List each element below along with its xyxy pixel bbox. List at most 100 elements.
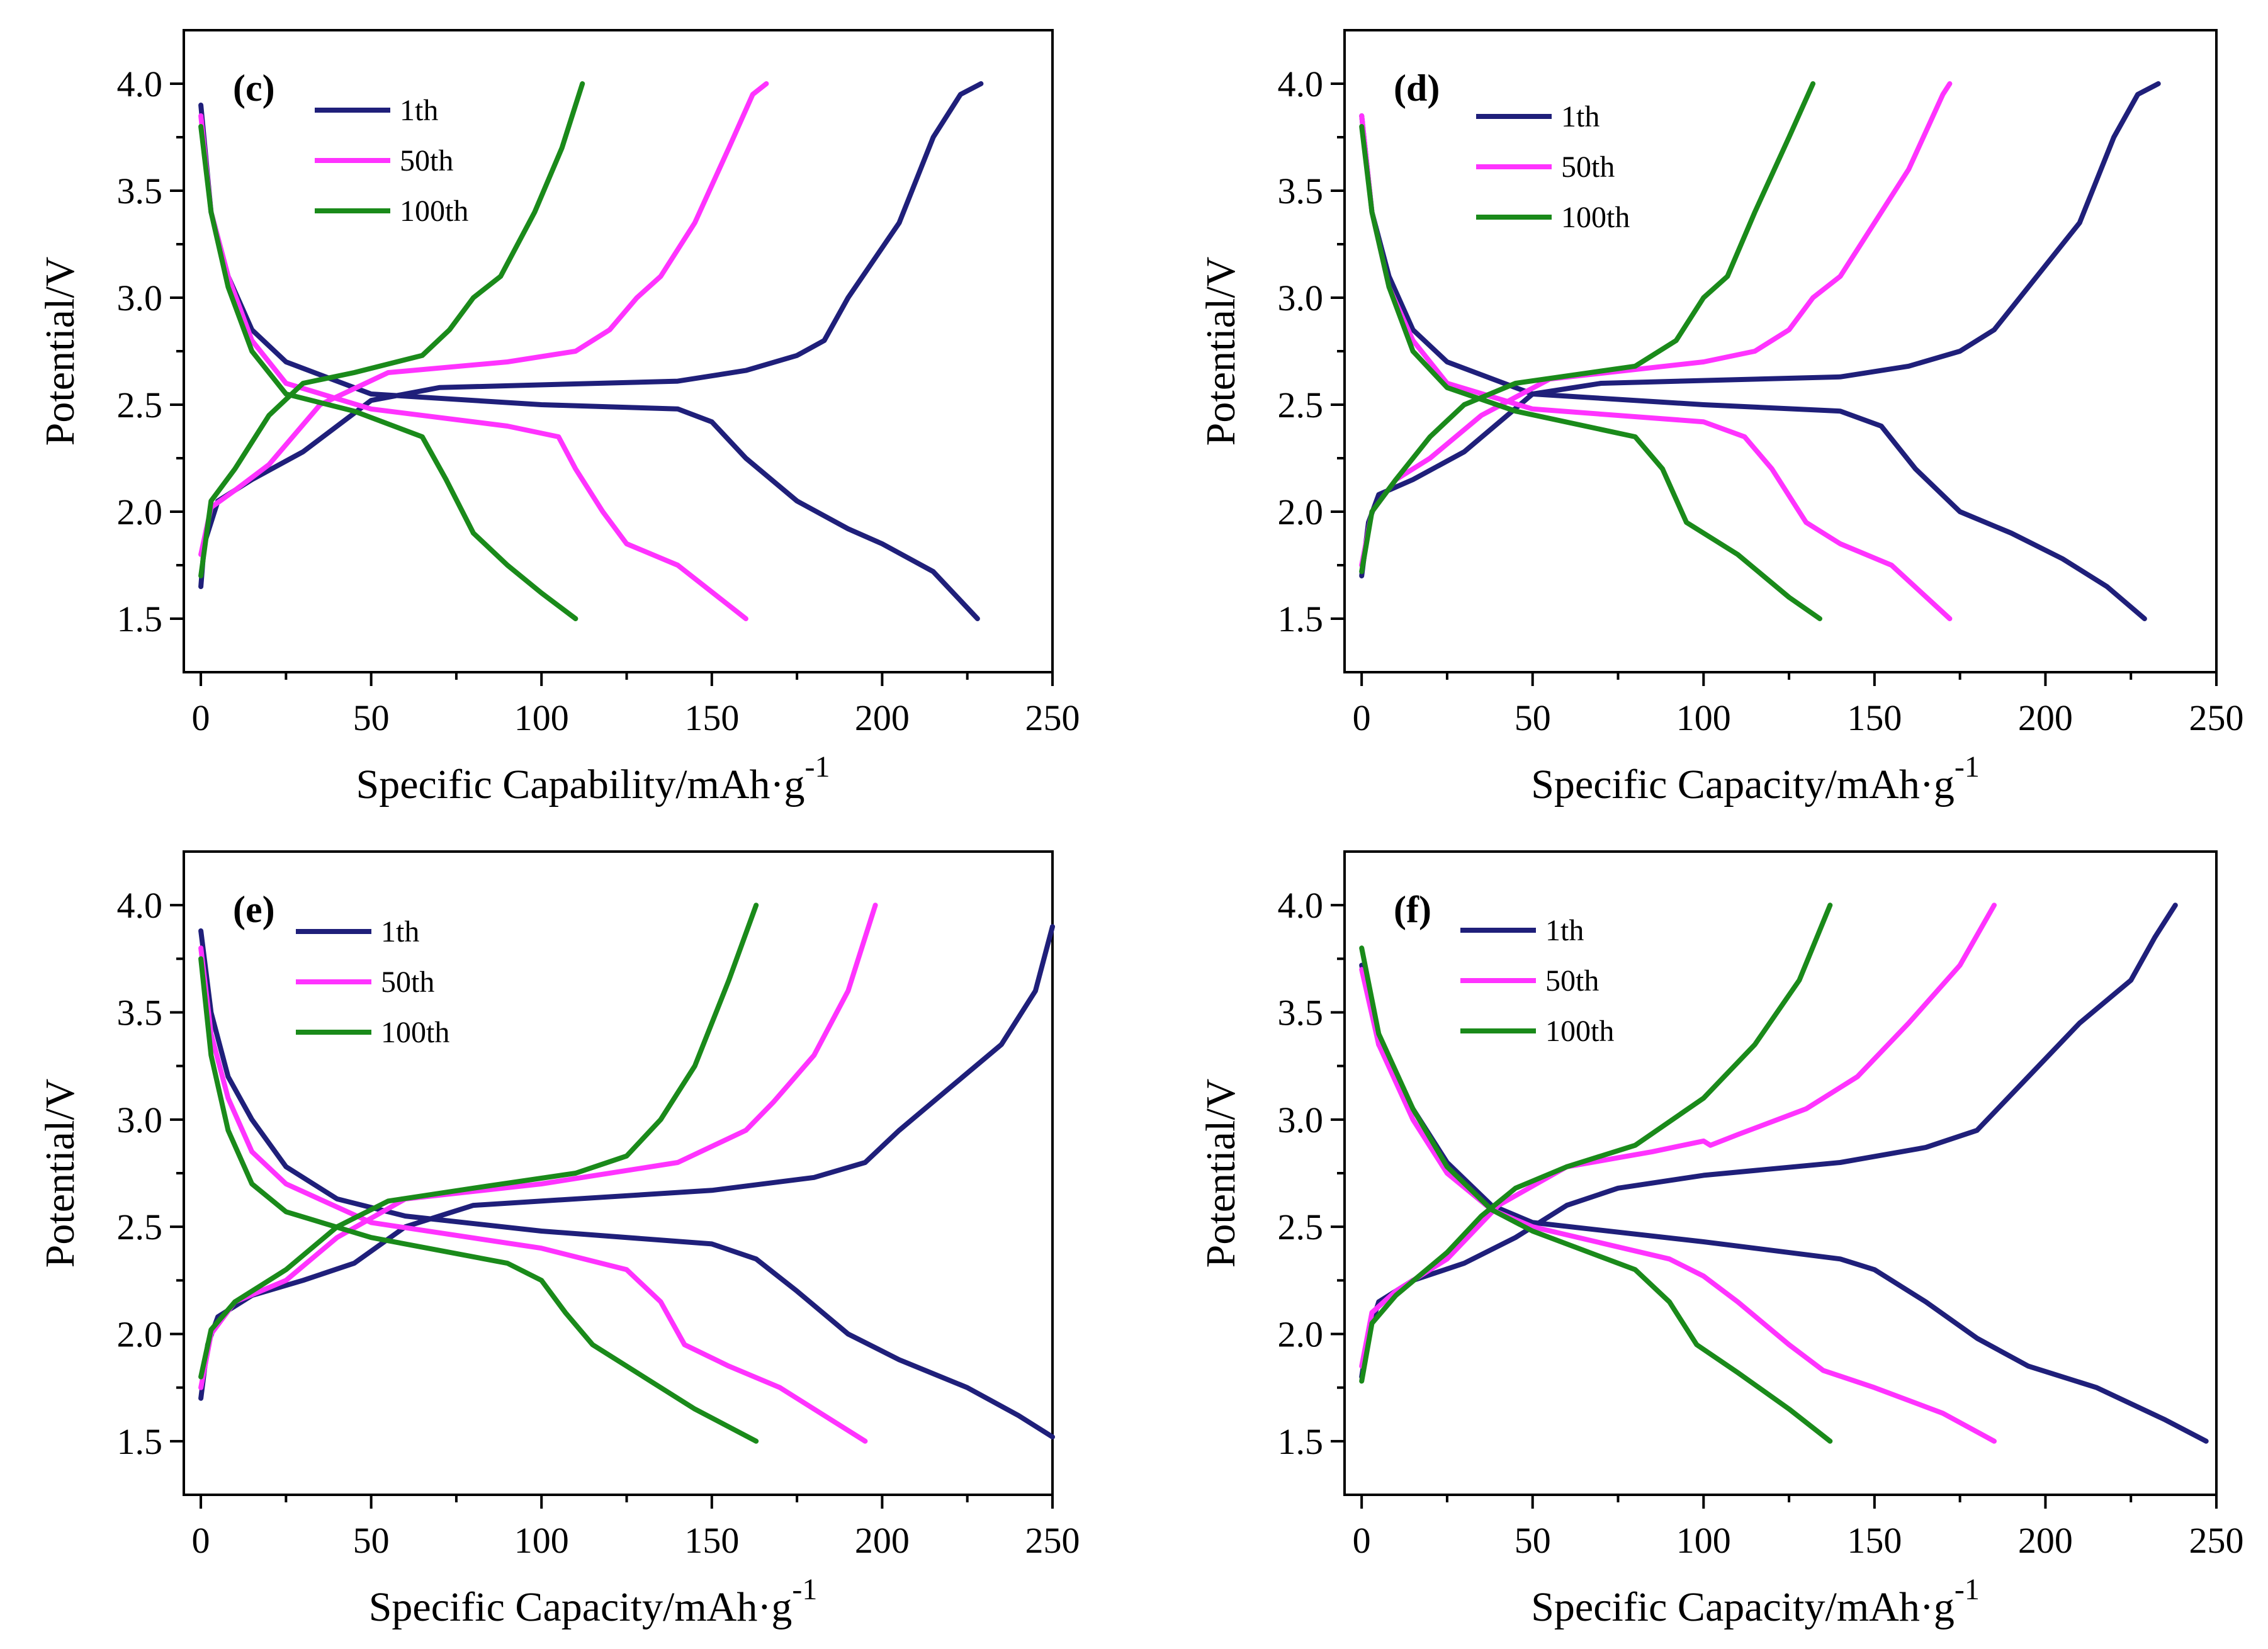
series-line-1th-discharge — [198, 103, 980, 621]
x-axis-title-text: Specific Capacity/mAh·g — [1531, 1584, 1955, 1630]
y-tick-label: 1.5 — [117, 599, 163, 639]
x-tick-label: 100 — [1676, 1520, 1731, 1561]
x-tick-label: 100 — [1676, 697, 1731, 738]
x-tick-label: 0 — [192, 697, 210, 738]
series-line-1th-charge — [198, 924, 1055, 1401]
x-tick-label: 100 — [514, 697, 569, 738]
legend-label: 1th — [1545, 914, 1584, 947]
legend-label: 100th — [1545, 1015, 1614, 1048]
chart-panel-2: 0 50 100 150 200 250 1.5 2.0 2.5 3.0 3.5 4.0 Specifi… — [37, 850, 1080, 1630]
y-tick-label: 2.5 — [117, 1207, 163, 1247]
x-tick-label: 250 — [2189, 1520, 2244, 1561]
series-line-100th-discharge — [1359, 945, 1833, 1444]
legend-label: 50th — [1545, 964, 1599, 998]
y-axis-title: Potential/V — [37, 1079, 83, 1268]
legend-label: 50th — [400, 144, 453, 177]
x-axis-title: Specific Capability/mAh·g-1 — [356, 750, 830, 808]
y-tick-label: 4.0 — [117, 64, 163, 104]
y-axis-title: Potential/V — [1198, 257, 1244, 446]
y-tick-label: 2.0 — [117, 1314, 163, 1355]
chart-panel-3: 0 50 100 150 200 250 1.5 2.0 2.5 3.0 3.5 4.0 Specifi… — [1198, 850, 2244, 1630]
x-tick-label: 0 — [1353, 1520, 1371, 1561]
series-line-50th-charge — [1359, 81, 1953, 568]
y-tick-label: 2.0 — [1278, 492, 1324, 532]
y-tick-label: 4.0 — [1278, 885, 1324, 926]
legend-label: 1th — [400, 94, 438, 127]
series-line-100th-charge — [198, 81, 585, 578]
y-axis-title: Potential/V — [37, 257, 83, 446]
x-axis-title-text: Specific Capacity/mAh·g — [1531, 762, 1955, 808]
x-tick-label: 50 — [1515, 697, 1551, 738]
panel-label: (e) — [233, 889, 275, 930]
series-line-50th-discharge — [1359, 967, 1997, 1444]
series-line-100th-charge — [1359, 81, 1816, 575]
y-tick-label: 3.5 — [117, 171, 163, 211]
x-tick-label: 150 — [1847, 697, 1902, 738]
series-line-100th-discharge — [1359, 124, 1822, 621]
x-tick-label: 50 — [353, 1520, 390, 1561]
series-line-100th-discharge — [198, 124, 578, 621]
x-axis-title: Specific Capacity/mAh·g-1 — [1531, 1573, 1980, 1630]
panel-label: (d) — [1394, 67, 1440, 109]
x-tick-label: 100 — [514, 1520, 569, 1561]
series-line-50th-charge — [198, 81, 769, 557]
legend-label: 1th — [1561, 100, 1599, 133]
legend-label: 50th — [381, 965, 434, 999]
x-tick-label: 150 — [684, 697, 739, 738]
chart-panel-1: 0 50 100 150 200 250 1.5 2.0 2.5 3.0 3.5 4.0 Specifi… — [1198, 29, 2244, 808]
x-tick-label: 150 — [684, 1520, 739, 1561]
x-axis-title-superscript: -1 — [1955, 1573, 1980, 1606]
y-tick-label: 2.0 — [1278, 1314, 1324, 1355]
x-tick-label: 200 — [2018, 697, 2073, 738]
y-tick-label: 3.5 — [1278, 171, 1324, 211]
y-tick-label: 3.5 — [117, 993, 163, 1033]
x-tick-label: 250 — [1025, 1520, 1080, 1561]
legend-label: 100th — [400, 194, 468, 228]
series-line-100th-charge — [1359, 903, 1833, 1384]
y-tick-label: 1.5 — [1278, 599, 1324, 639]
y-tick-label: 4.0 — [1278, 64, 1324, 104]
legend-label: 100th — [381, 1016, 449, 1049]
x-tick-label: 200 — [2018, 1520, 2073, 1561]
x-tick-label: 200 — [855, 697, 910, 738]
x-axis-title-text: Specific Capability/mAh·g — [356, 762, 805, 808]
x-tick-label: 150 — [1847, 1520, 1902, 1561]
x-tick-label: 250 — [1025, 697, 1080, 738]
panel-label: (c) — [233, 67, 275, 109]
y-tick-label: 2.5 — [1278, 1207, 1324, 1247]
x-axis-title-superscript: -1 — [805, 750, 830, 784]
series-line-50th-charge — [1359, 903, 1997, 1369]
x-tick-label: 50 — [1515, 1520, 1551, 1561]
series-line-1th-charge — [1359, 81, 2161, 578]
legend-label: 1th — [381, 915, 419, 948]
y-axis-title: Potential/V — [1198, 1079, 1244, 1268]
x-tick-label: 0 — [1353, 697, 1371, 738]
y-tick-label: 2.5 — [117, 385, 163, 425]
x-axis-title: Specific Capacity/mAh·g-1 — [1531, 750, 1980, 808]
plot-frame — [183, 29, 1054, 673]
x-tick-label: 200 — [855, 1520, 910, 1561]
series-line-50th-charge — [198, 903, 878, 1390]
y-tick-label: 2.0 — [117, 492, 163, 532]
series-line-50th-discharge — [198, 945, 868, 1444]
y-tick-label: 3.0 — [1278, 1100, 1324, 1140]
x-tick-label: 250 — [2189, 697, 2244, 738]
y-tick-label: 3.0 — [117, 1100, 163, 1140]
legend-label: 50th — [1561, 150, 1615, 184]
x-axis-title-superscript: -1 — [1955, 750, 1980, 784]
plot-frame — [1343, 850, 2218, 1496]
panel-label: (f) — [1394, 889, 1431, 930]
y-tick-label: 2.5 — [1278, 385, 1324, 425]
x-tick-label: 50 — [353, 697, 390, 738]
y-tick-label: 1.5 — [117, 1421, 163, 1462]
legend-label: 100th — [1561, 201, 1630, 234]
y-tick-label: 3.0 — [1278, 278, 1324, 318]
series-line-100th-discharge — [198, 956, 759, 1444]
x-axis-title: Specific Capacity/mAh·g-1 — [369, 1573, 818, 1630]
series-line-1th-discharge — [198, 928, 1055, 1439]
series-line-1th-discharge — [1359, 113, 2147, 621]
x-axis-title-superscript: -1 — [792, 1573, 817, 1606]
y-tick-label: 1.5 — [1278, 1421, 1324, 1462]
x-tick-label: 0 — [192, 1520, 210, 1561]
